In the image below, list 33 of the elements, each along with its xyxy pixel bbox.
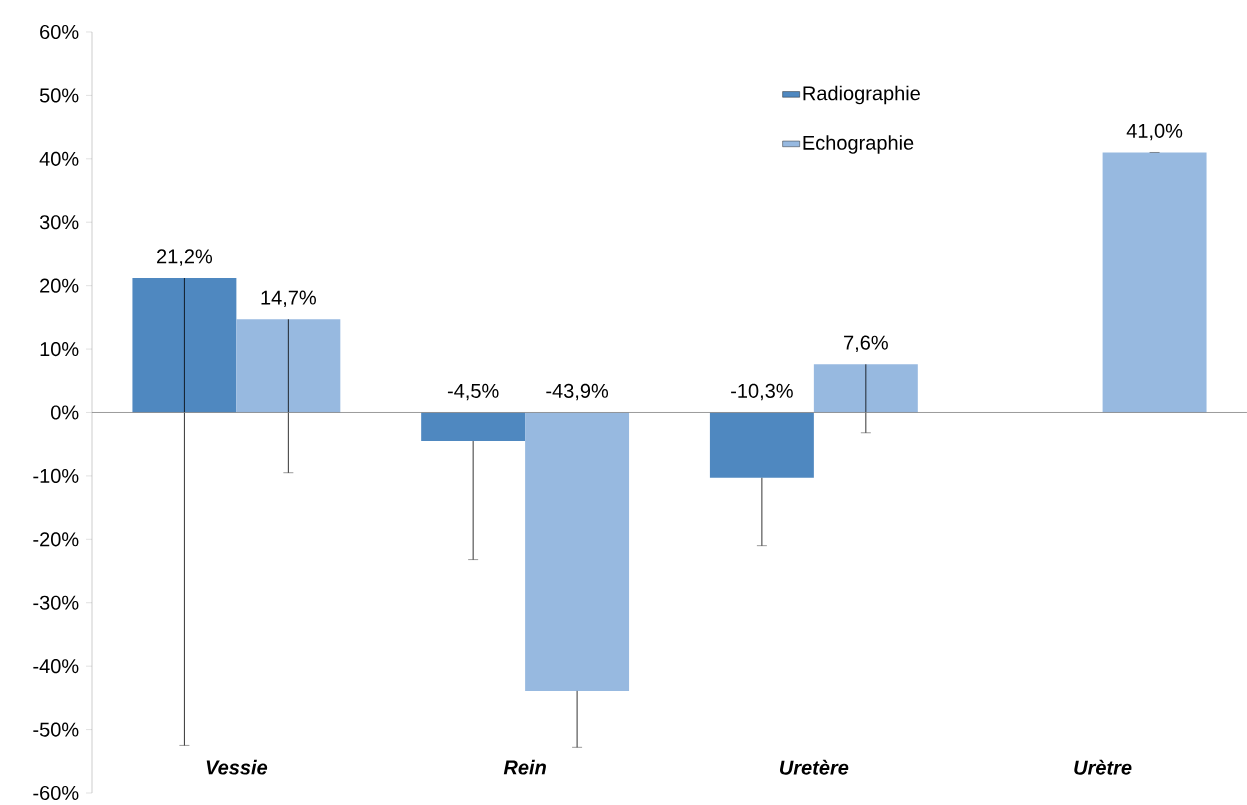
y-tick-label: 10% xyxy=(40,341,79,357)
y-tick-label: 20% xyxy=(40,278,79,293)
y-tick-label: 40% xyxy=(39,151,79,166)
x-tick-label: Vessie xyxy=(206,759,268,775)
y-tick-label: 30% xyxy=(39,215,79,230)
y-tick-label: -40% xyxy=(33,659,79,674)
data-label: 7,6% xyxy=(844,335,888,353)
y-tick-label: 0% xyxy=(51,405,79,420)
data-label: -10,3% xyxy=(731,383,793,401)
bar xyxy=(132,278,237,413)
bar xyxy=(709,412,814,478)
legend-label: Echographie xyxy=(803,135,914,154)
y-tick-label: 50% xyxy=(39,88,79,103)
data-label: -4,5% xyxy=(447,383,499,401)
bar xyxy=(1102,152,1207,413)
bar xyxy=(525,412,630,691)
y-tick-label: -20% xyxy=(33,532,79,547)
y-tick-label: 60% xyxy=(40,24,79,40)
x-tick-label: Rein xyxy=(503,759,546,775)
data-label: 14,7% xyxy=(261,290,316,308)
bar xyxy=(236,319,341,413)
x-tick-label: Uretère xyxy=(780,759,849,775)
bar xyxy=(421,412,526,442)
x-tick-label: Urètre xyxy=(1074,759,1132,775)
y-tick-label: -50% xyxy=(33,722,79,737)
legend-label: Radiographie xyxy=(803,85,920,105)
y-tick-label: -60% xyxy=(33,785,79,801)
data-label: -43,9% xyxy=(546,383,609,401)
bar xyxy=(813,364,918,413)
y-tick-label: -10% xyxy=(33,468,79,483)
data-label: 21,2% xyxy=(157,249,213,266)
data-label: 41,0% xyxy=(1126,123,1183,141)
y-tick-label: -30% xyxy=(33,595,79,610)
